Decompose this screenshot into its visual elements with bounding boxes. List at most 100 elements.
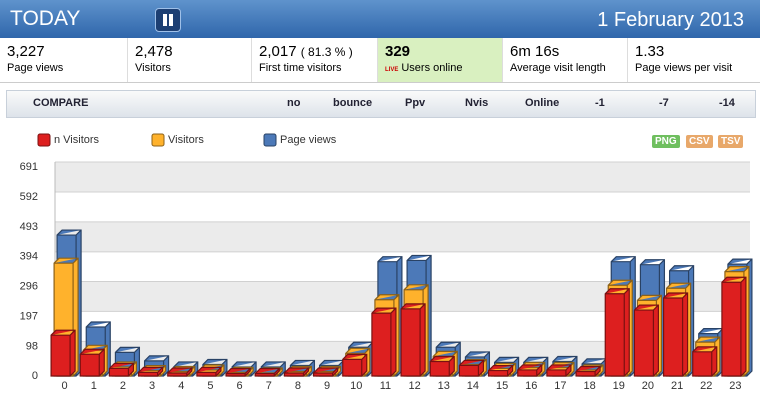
x-tick-label: 11 [380, 380, 391, 392]
bar [429, 355, 455, 377]
x-tick-label: 14 [467, 380, 479, 392]
bar [458, 359, 485, 377]
bar [662, 292, 689, 377]
stat-value: 2,017 [259, 43, 297, 60]
stat-extra: ( 81.3 % ) [300, 45, 353, 59]
bar [50, 329, 76, 377]
stat-value: 2,478 [135, 43, 173, 60]
y-tick-label: 296 [20, 280, 38, 292]
x-tick-label: 1 [91, 380, 97, 392]
x-tick-label: 5 [207, 380, 213, 392]
x-tick-label: 2 [120, 380, 126, 392]
y-tick-label: 98 [26, 340, 38, 352]
export-button[interactable]: PNG [652, 135, 680, 148]
header: TODAY 1 February 2013 [0, 0, 760, 38]
x-tick-label: 10 [350, 380, 362, 392]
toolbar-item[interactable]: -1 [595, 97, 605, 109]
x-tick-label: 12 [408, 380, 420, 392]
date: 1 February 2013 [597, 9, 744, 31]
y-tick-label: 394 [20, 251, 38, 263]
bar [283, 367, 310, 377]
x-tick-label: 21 [671, 380, 683, 392]
x-tick-label: 18 [583, 380, 595, 392]
bar [721, 276, 747, 377]
grid-band [55, 191, 750, 222]
toolbar: COMPARE no bounce Ppv Nvis Online -1 -7 … [6, 90, 756, 118]
x-tick-label: 20 [642, 380, 654, 392]
x-tick-label: 0 [62, 380, 68, 392]
bar [604, 288, 630, 377]
stat-value: 6m 16s [510, 43, 560, 60]
toolbar-item[interactable]: -14 [719, 97, 735, 109]
pause-button[interactable] [155, 8, 181, 32]
bar [487, 364, 514, 377]
toolbar-item[interactable]: Nvis [465, 97, 489, 109]
bar [225, 367, 251, 377]
y-tick-label: 691 [20, 161, 38, 173]
x-tick-label: 3 [149, 380, 155, 392]
toolbar-item[interactable]: no [287, 97, 301, 109]
bar [254, 367, 280, 377]
x-tick-label: 8 [295, 380, 301, 392]
bar [79, 348, 105, 377]
legend-swatch [263, 133, 277, 147]
stat: 329 LIVE Users online [378, 38, 503, 82]
y-tick-label: 493 [20, 221, 38, 233]
x-tick-label: 9 [324, 380, 330, 392]
bar [633, 304, 660, 377]
export-button[interactable]: TSV [718, 135, 744, 148]
x-tick-label: 19 [613, 380, 625, 392]
stat-label: Visitors [135, 62, 171, 74]
x-tick-label: 17 [554, 380, 566, 392]
bar [342, 353, 368, 377]
stat: 2,478 Visitors [128, 38, 252, 82]
bar [692, 346, 718, 377]
toolbar-item[interactable]: COMPARE [33, 97, 89, 109]
stat-label: Page views [7, 62, 64, 74]
bar [167, 367, 193, 377]
toolbar-item[interactable]: Ppv [405, 97, 426, 109]
toolbar-item[interactable]: bounce [333, 97, 373, 109]
stats-row: 3,227 Page views 2,478 Visitors 2,017 ( 81… [0, 38, 760, 83]
x-tick-label: 4 [178, 380, 184, 392]
bar [575, 365, 601, 377]
y-tick-label: 197 [20, 310, 38, 322]
stat-label: First time visitors [259, 62, 342, 74]
bar [196, 366, 222, 377]
bar [312, 367, 339, 377]
stat: 2,017 ( 81.3 % ) First time visitors [252, 38, 378, 82]
stat-value: 3,227 [7, 43, 45, 60]
legend-label: Page views [280, 134, 337, 146]
x-tick-label: 22 [700, 380, 712, 392]
x-tick-label: 23 [729, 380, 741, 392]
toolbar-item[interactable]: Online [525, 97, 560, 109]
legend-swatch [37, 133, 51, 147]
export-button[interactable]: CSV [686, 135, 713, 148]
grid-band [55, 162, 750, 192]
stat: 3,227 Page views [0, 38, 128, 82]
y-tick-label: 0 [32, 370, 38, 382]
stat: 1.33 Page views per visit [628, 38, 760, 82]
x-tick-label: 16 [525, 380, 537, 392]
stat-label: Users online [401, 62, 463, 74]
bar [137, 366, 164, 377]
bar [108, 362, 135, 377]
toolbar-item[interactable]: -7 [659, 97, 669, 109]
legend-label: Visitors [168, 134, 204, 146]
x-tick-label: 13 [438, 380, 450, 392]
live-badge: LIVE [385, 67, 399, 73]
stat-label: Page views per visit [635, 62, 733, 74]
grid-band [55, 221, 750, 252]
x-tick-label: 6 [237, 380, 243, 392]
x-tick-label: 7 [266, 380, 272, 392]
stat-value: 1.33 [635, 43, 665, 60]
y-tick-label: 592 [20, 191, 38, 203]
bar [400, 303, 426, 377]
legend-label: n Visitors [54, 134, 100, 146]
x-tick-label: 15 [496, 380, 508, 392]
bar [546, 364, 572, 377]
legend-swatch [151, 133, 165, 147]
stat-value: 329 [385, 43, 411, 60]
